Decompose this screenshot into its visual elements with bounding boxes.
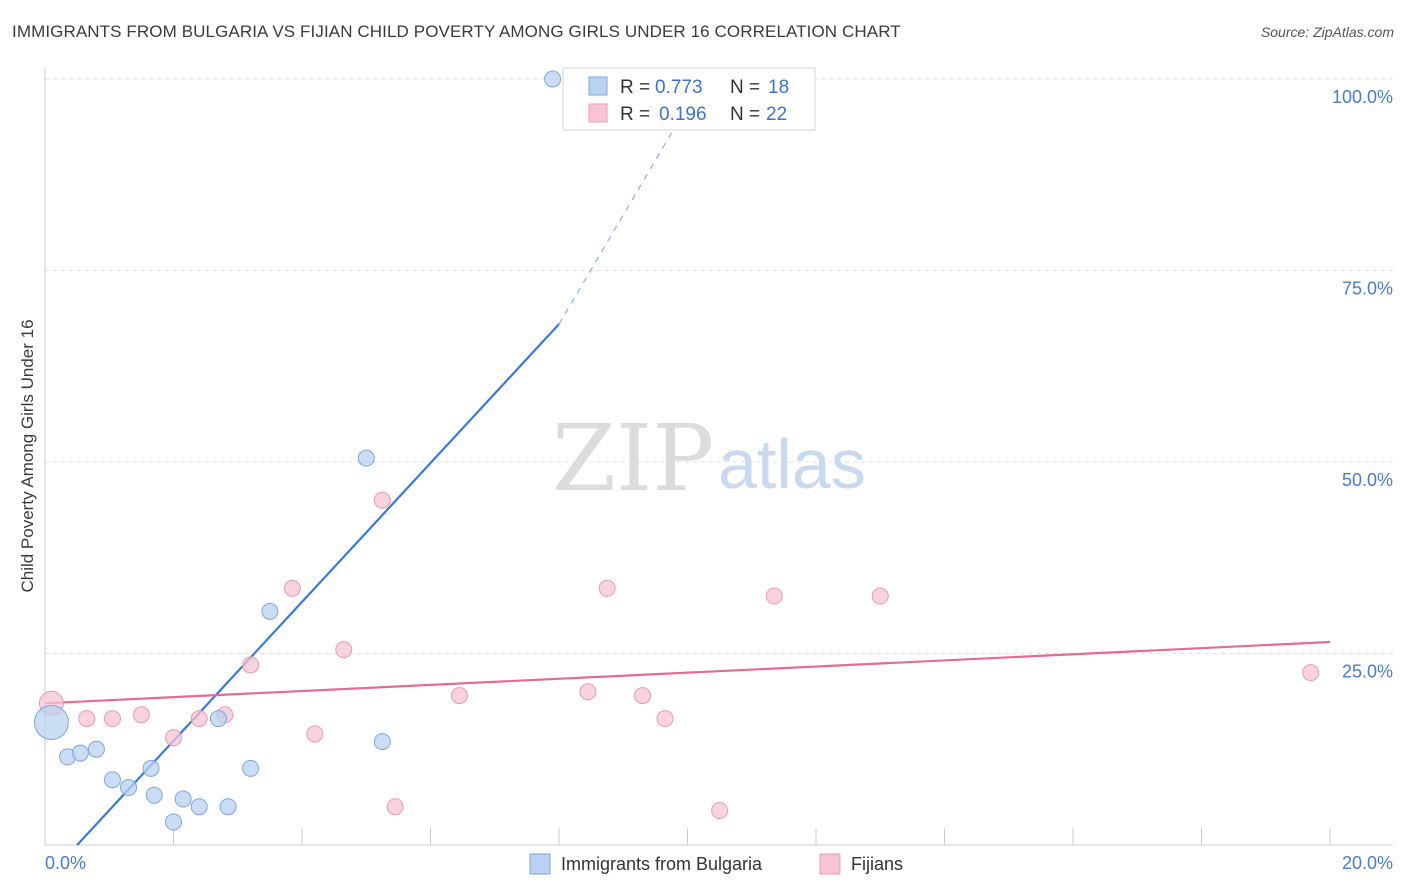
data-point-bulgaria (190, 798, 208, 816)
data-point-fijians (132, 706, 150, 724)
y-tick-label: 25.0% (1342, 662, 1393, 682)
trend-line-bulgaria (76, 323, 560, 846)
data-point-bulgaria (242, 759, 260, 777)
stats-legend-n-label: N = (730, 104, 760, 125)
y-tick-label: 100.0% (1332, 87, 1393, 107)
stats-legend: R = 0.773 N = 18 R = 0.196 N = 22 (562, 67, 816, 131)
gridlines (45, 78, 1395, 654)
stats-legend-swatch-pink (588, 103, 608, 123)
chart-title: IMMIGRANTS FROM BULGARIA VS FIJIAN CHILD… (12, 22, 901, 41)
data-point-fijians (242, 656, 260, 674)
stats-legend-r-value: 0.773 (655, 77, 703, 98)
y-tick-label: 75.0% (1342, 279, 1393, 299)
data-point-fijians (335, 641, 353, 659)
data-point-fijians (306, 725, 324, 743)
data-point-bulgaria (209, 710, 227, 728)
data-point-fijians (1302, 664, 1320, 682)
legend-swatch-fijians (819, 853, 841, 875)
stats-legend-n-value: 18 (768, 77, 789, 98)
points (33, 70, 1320, 831)
data-point-fijians (765, 587, 783, 605)
watermark-atlas: atlas (718, 425, 866, 503)
series-legend: Immigrants from Bulgaria Fijians (529, 853, 903, 875)
data-point-fijians (871, 587, 889, 605)
data-point-bulgaria (165, 813, 182, 831)
legend-label-bulgaria: Immigrants from Bulgaria (561, 854, 763, 874)
watermark: ZIP atlas (552, 405, 866, 512)
data-point-fijians (634, 687, 652, 705)
trend-lines (44, 105, 1331, 846)
data-point-bulgaria (142, 759, 160, 777)
x-tick-label: 20.0% (1342, 853, 1393, 873)
data-point-bulgaria (33, 704, 69, 740)
trend-line-bulgaria-extension (558, 105, 689, 325)
data-point-bulgaria (174, 790, 192, 808)
y-tick-label: 50.0% (1342, 470, 1393, 490)
data-point-fijians (373, 491, 391, 509)
data-point-fijians (283, 579, 301, 597)
stats-legend-r-value: 0.196 (659, 104, 707, 125)
tick-labels: 25.0% 50.0% 75.0% 100.0% 0.0% 20.0% (45, 87, 1393, 873)
data-point-fijians (711, 802, 729, 820)
stats-legend-r-label: R = (620, 104, 650, 125)
data-point-bulgaria (103, 771, 121, 789)
y-axis-label: Child Poverty Among Girls Under 16 (18, 319, 37, 592)
watermark-zip: ZIP (552, 405, 714, 512)
stats-legend-n-value: 22 (766, 104, 787, 125)
data-point-bulgaria (261, 602, 279, 620)
data-point-bulgaria (145, 786, 163, 804)
data-point-fijians (165, 729, 182, 747)
data-point-bulgaria (357, 449, 375, 467)
data-point-bulgaria (373, 733, 391, 751)
data-point-fijians (190, 710, 208, 728)
data-point-fijians (598, 579, 616, 597)
data-point-bulgaria (120, 779, 138, 797)
legend-label-fijians: Fijians (851, 854, 903, 874)
data-point-fijians (450, 687, 468, 705)
legend-swatch-bulgaria (529, 853, 551, 875)
data-point-fijians (656, 710, 674, 728)
x-tick-label: 0.0% (45, 853, 86, 873)
data-point-bulgaria (219, 798, 237, 816)
stats-legend-r-label: R = (620, 77, 650, 98)
data-point-bulgaria (544, 70, 562, 88)
stats-legend-n-label: N = (730, 77, 760, 98)
trend-line-fijians (44, 640, 1331, 705)
stats-legend-swatch-blue (588, 76, 608, 96)
source-label: Source: ZipAtlas.com (1260, 24, 1394, 40)
data-point-fijians (78, 710, 96, 728)
data-point-fijians (579, 683, 597, 701)
data-point-bulgaria (87, 740, 105, 758)
data-point-fijians (386, 798, 404, 816)
data-point-bulgaria (71, 744, 89, 762)
data-point-fijians (103, 710, 121, 728)
